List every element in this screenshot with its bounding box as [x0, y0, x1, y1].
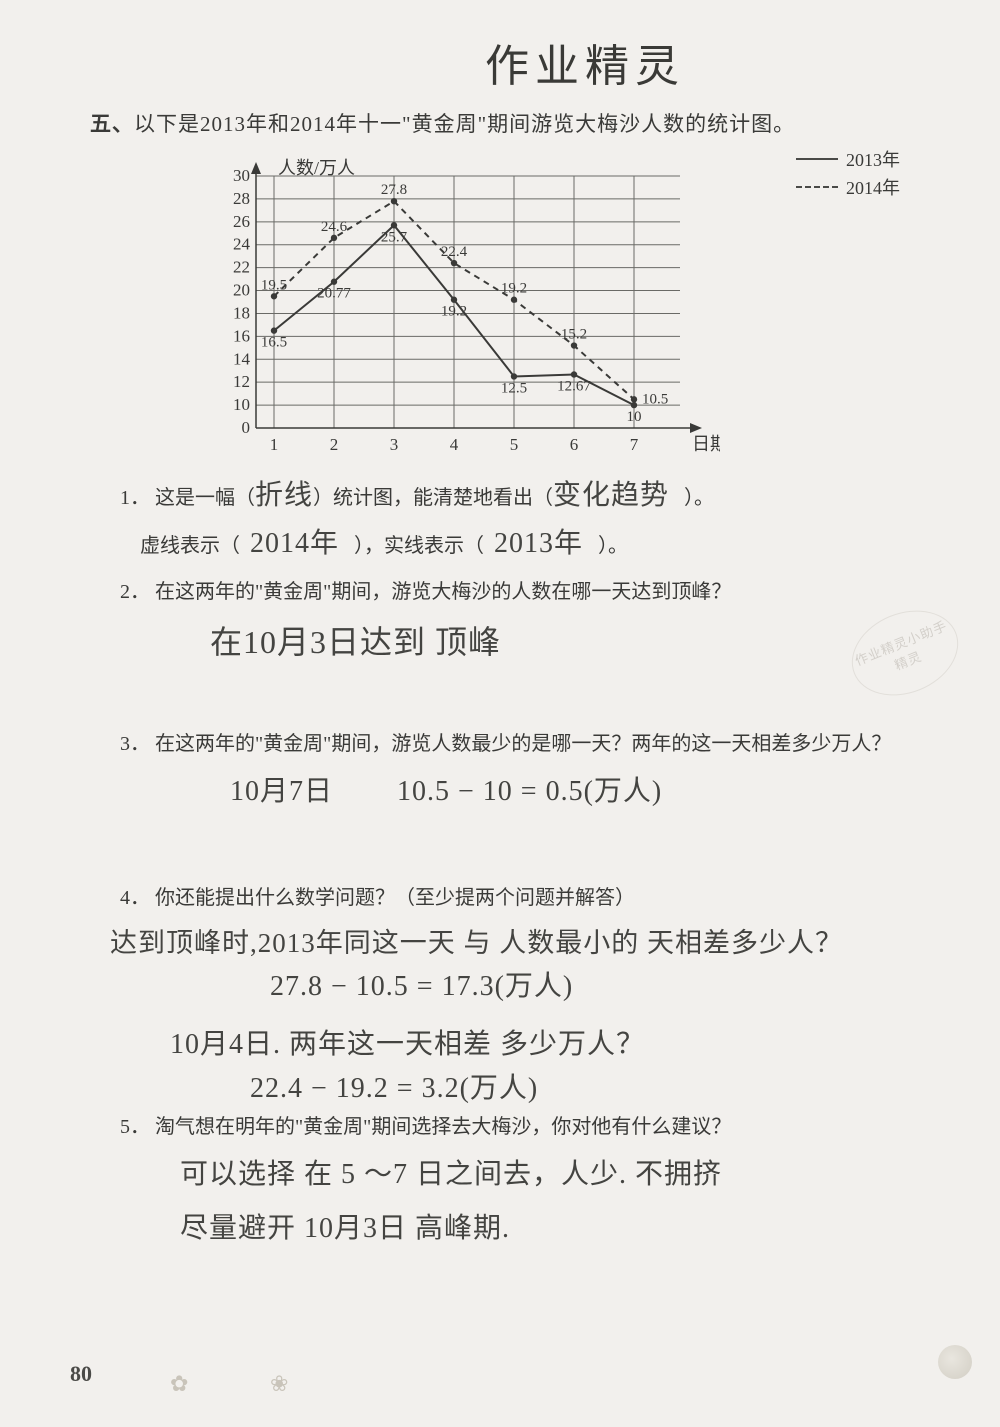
svg-text:25.7: 25.7 — [381, 229, 408, 245]
question-4: 4． 你还能提出什么数学问题？（至少提两个问题并解答） — [120, 881, 940, 915]
svg-text:12: 12 — [233, 372, 250, 391]
q5-text: 淘气想在明年的"黄金周"期间选择去大梅沙，你对他有什么建议？ — [155, 1116, 731, 1138]
svg-text:28: 28 — [233, 189, 250, 208]
svg-text:1: 1 — [270, 435, 279, 454]
svg-text:26: 26 — [233, 212, 250, 231]
legend-row-2014: 2014年 — [796, 174, 900, 200]
svg-text:人数/万人: 人数/万人 — [278, 158, 355, 178]
page-number: 80 — [70, 1361, 92, 1387]
footer-corner-deco — [938, 1345, 972, 1379]
svg-text:12.67: 12.67 — [557, 379, 591, 395]
q1-blank-2: 变化趋势 — [553, 472, 669, 520]
svg-text:3: 3 — [390, 435, 399, 454]
svg-text:22: 22 — [233, 258, 250, 277]
q3-answer-calc: 10.5 − 10 = 0.5(万人) — [397, 776, 662, 807]
svg-text:12.5: 12.5 — [501, 380, 527, 396]
q1-text-c: 虚线表示 — [140, 535, 220, 557]
q4-text: 你还能提出什么数学问题？（至少提两个问题并解答） — [155, 887, 635, 909]
section-number: 五、 — [90, 112, 134, 136]
q4-answer-q1: 达到顶峰时,2013年同这一天 与 人数最小的 天相差多少人？ — [110, 921, 940, 960]
legend-row-2013: 2013年 — [796, 146, 900, 172]
svg-text:4: 4 — [450, 435, 459, 454]
q4-answer-calc2: 22.4 − 19.2 = 3.2(万人) — [250, 1066, 940, 1106]
svg-text:10: 10 — [627, 409, 642, 425]
q1-text-d: 实线表示 — [384, 535, 464, 557]
question-2: 2． 在这两年的"黄金周"期间，游览大梅沙的人数在哪一天达到顶峰？ — [120, 575, 940, 609]
svg-text:19.2: 19.2 — [501, 281, 527, 297]
q3-num: 3． — [120, 733, 150, 755]
question-3: 3． 在这两年的"黄金周"期间，游览人数最少的是哪一天？两年的这一天相差多少万人… — [120, 727, 940, 761]
legend-label-2014: 2014年 — [846, 174, 900, 200]
svg-text:10: 10 — [233, 395, 250, 414]
chart-container: 2013年 2014年 0101214161820222426283012345… — [200, 152, 940, 462]
footer-deco-1: ✿ — [170, 1371, 188, 1397]
svg-text:30: 30 — [233, 166, 250, 185]
legend-solid-line — [796, 158, 838, 160]
q1-num: 1． — [120, 487, 150, 509]
worksheet-page: 作业精灵 五、以下是2013年和2014年十一"黄金周"期间游览大梅沙人数的统计… — [0, 0, 1000, 1427]
section-five-title: 五、以下是2013年和2014年十一"黄金周"期间游览大梅沙人数的统计图。 — [90, 108, 940, 138]
q3-answer-date: 10月7日 — [230, 776, 333, 807]
q3-text: 在这两年的"黄金周"期间，游览人数最少的是哪一天？两年的这一天相差多少万人？ — [155, 733, 891, 755]
svg-text:16.5: 16.5 — [261, 335, 287, 351]
svg-text:20: 20 — [233, 281, 250, 300]
svg-text:18: 18 — [233, 303, 250, 322]
svg-text:20.77: 20.77 — [317, 286, 351, 302]
q4-num: 4． — [120, 887, 150, 909]
svg-text:22.4: 22.4 — [441, 244, 468, 260]
svg-text:2: 2 — [330, 435, 339, 454]
svg-text:0: 0 — [242, 418, 251, 437]
svg-text:日期: 日期 — [692, 434, 720, 454]
q1-blank-4: 2013年 — [494, 520, 583, 568]
section-text: 以下是2013年和2014年十一"黄金周"期间游览大梅沙人数的统计图。 — [134, 112, 795, 136]
svg-text:7: 7 — [630, 435, 639, 454]
svg-text:5: 5 — [510, 435, 519, 454]
svg-text:14: 14 — [233, 349, 251, 368]
q5-num: 5． — [120, 1116, 150, 1138]
legend-label-2013: 2013年 — [846, 146, 900, 172]
svg-text:15.2: 15.2 — [561, 327, 587, 343]
question-5: 5． 淘气想在明年的"黄金周"期间选择去大梅沙，你对他有什么建议？ — [120, 1110, 940, 1144]
svg-text:16: 16 — [233, 326, 250, 345]
q2-answer: 在10月3日达到 顶峰 作业精灵小助手 精灵 — [210, 617, 940, 663]
svg-text:24.6: 24.6 — [321, 219, 348, 235]
q2-text: 在这两年的"黄金周"期间，游览大梅沙的人数在哪一天达到顶峰？ — [155, 581, 731, 603]
q2-num: 2． — [120, 581, 150, 603]
svg-text:19.2: 19.2 — [441, 304, 467, 320]
q1-text-b: 统计图，能清楚地看出 — [333, 487, 533, 509]
page-title-logo: 作业精灵 — [230, 30, 940, 94]
q2-answer-text: 在10月3日达到 顶峰 — [210, 624, 501, 660]
q5-answer-line2: 尽量避开 10月3日 高峰期. — [180, 1206, 940, 1246]
q4-answer-q2: 10月4日. 两年这一天相差 多少万人？ — [170, 1022, 940, 1062]
svg-text:19.5: 19.5 — [261, 277, 287, 293]
svg-text:24: 24 — [233, 235, 251, 254]
q1-text-a: 这是一幅 — [155, 487, 235, 509]
footer-deco-2: ❀ — [270, 1371, 288, 1397]
q3-answer: 10月7日 10.5 − 10 = 0.5(万人) — [230, 769, 940, 809]
chart-legend: 2013年 2014年 — [796, 146, 900, 202]
svg-text:10.5: 10.5 — [642, 391, 668, 407]
q4-answer-calc1: 27.8 − 10.5 = 17.3(万人) — [270, 964, 940, 1004]
q5-answer-line1: 可以选择 在 5 ～7 日之间去，人少. 不拥挤 — [180, 1152, 940, 1192]
question-1: 1． 这是一幅（折线）统计图，能清楚地看出（变化趋势 ）。 虚线表示（ 2014… — [120, 472, 940, 567]
q1-blank-1: 折线 — [255, 472, 313, 520]
svg-text:27.8: 27.8 — [381, 182, 407, 198]
legend-dashed-line — [796, 186, 838, 188]
svg-text:6: 6 — [570, 435, 579, 454]
q1-blank-3: 2014年 — [250, 520, 339, 568]
line-chart: 010121416182022242628301234567人数/万人日期16.… — [200, 152, 720, 462]
